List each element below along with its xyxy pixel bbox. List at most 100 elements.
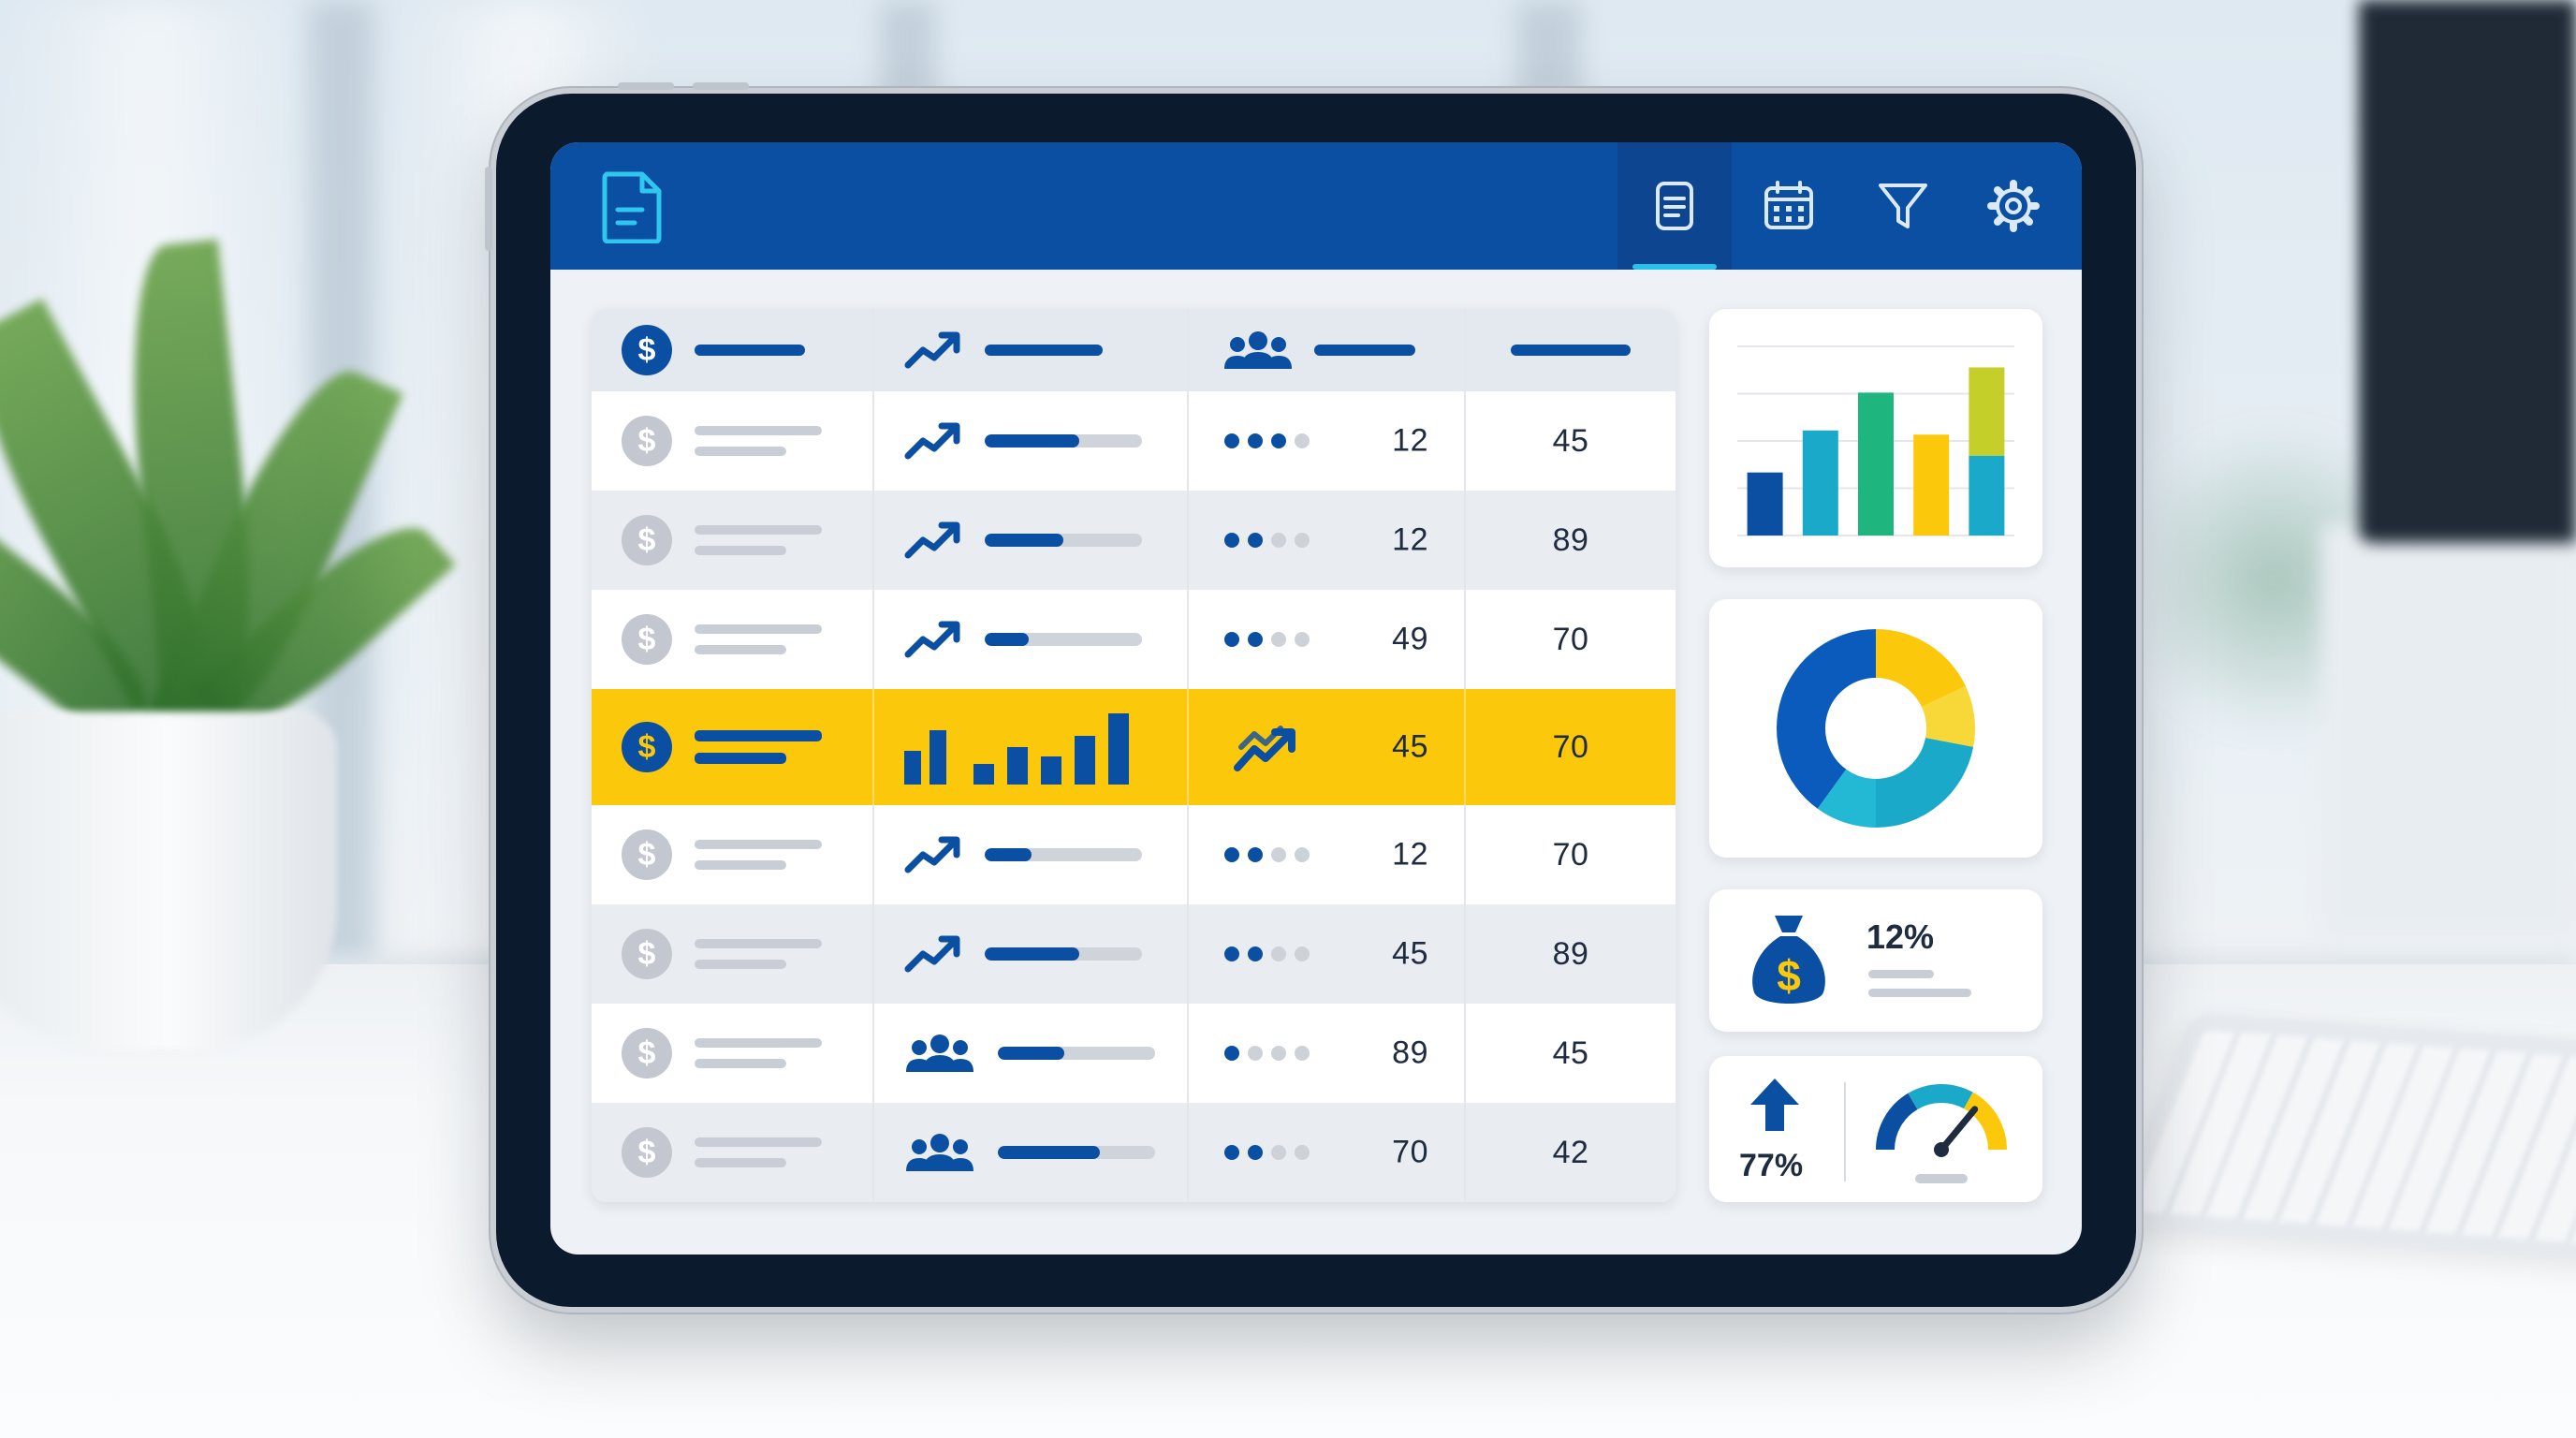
bar-chart-icon [973,713,1129,785]
users-cell: 12 [1189,391,1466,491]
growth-gauge-card[interactable]: 77% [1709,1056,2042,1202]
amount-cell: $ [592,590,874,689]
trend-cell [874,805,1189,904]
amount-cell: $ [592,805,874,904]
rating-dots [1224,433,1310,448]
bar [1747,472,1783,536]
trend-cell [874,1004,1189,1103]
tablet: $ $ 12 45 $ 12 89 $ 49 70 $ [485,82,2136,1307]
gauge-arc [1876,1093,1918,1150]
donut-chart-card[interactable] [1709,599,2042,858]
growth-percent: 77% [1739,1148,1804,1183]
value-b: 42 [1552,1134,1589,1170]
header-label-line [985,345,1103,356]
progress-bar [985,434,1142,448]
trend-up-icon [904,621,960,658]
table-row[interactable]: $ 89 45 [592,1004,1676,1103]
gear-icon [1987,180,2040,232]
text-placeholder [695,939,822,969]
value-b: 45 [1552,1034,1589,1071]
savings-caption-line [1868,970,1934,978]
filter-button[interactable] [1846,142,1960,270]
progress-bar [985,534,1142,547]
value-cell: 42 [1466,1103,1676,1202]
donut-chart [1777,629,1975,828]
table-row-selected[interactable]: $ 45 70 [592,689,1676,805]
card-divider [1844,1082,1846,1181]
table-row[interactable]: $ 45 89 [592,904,1676,1004]
app-header [550,142,2082,270]
column-header-value[interactable] [1466,309,1676,391]
settings-button[interactable] [1956,142,2071,270]
rating-dots [1224,632,1310,647]
dollar-icon: $ [622,614,672,665]
value-cell: 89 [1466,491,1676,590]
amount-cell: $ [592,491,874,590]
users-cell: 12 [1189,805,1466,904]
text-placeholder [695,730,822,764]
text-placeholder [695,426,822,456]
table-row[interactable]: $ 49 70 [592,590,1676,689]
column-header-users[interactable] [1189,309,1466,391]
calendar-button[interactable] [1732,142,1846,270]
text-placeholder [695,1038,822,1068]
users-cell: 70 [1189,1103,1466,1202]
savings-percent: 12% [1866,917,1935,956]
trend-up-icon [904,521,960,559]
value-a: 89 [1392,1034,1428,1071]
value-cell: 45 [1466,1004,1676,1103]
trend-cell [874,904,1189,1004]
table-row[interactable]: $ 12 45 [592,391,1676,491]
users-cell: 89 [1189,1004,1466,1103]
value-b: 70 [1552,836,1589,873]
column-header-amount[interactable]: $ [592,309,874,391]
trend-up-icon [904,836,960,873]
savings-card[interactable]: $ 12% [1709,889,2042,1032]
trend-cell [874,590,1189,689]
progress-bar [985,848,1142,861]
table-row[interactable]: $ 12 89 [592,491,1676,590]
text-placeholder [695,1137,822,1167]
savings-caption-line [1868,989,1971,997]
text-placeholder [695,525,822,555]
progress-bar [998,1146,1155,1159]
document-list-icon [1656,182,1693,230]
value-a: 12 [1392,422,1428,459]
value-cell: 70 [1466,689,1676,805]
tablet-screen: $ $ 12 45 $ 12 89 $ 49 70 $ [550,142,2082,1255]
progress-bar [985,947,1142,961]
value-a: 70 [1392,1134,1428,1170]
rating-dots [1224,533,1310,548]
donut-slice [1777,629,1876,809]
donut-slice [1876,629,1966,708]
column-header-trend[interactable] [874,309,1189,391]
users-icon [906,1034,973,1072]
bar [1802,430,1838,536]
table-row[interactable]: $ 70 42 [592,1103,1676,1202]
users-cell: 49 [1189,590,1466,689]
list-view-button[interactable] [1617,142,1732,270]
data-table: $ $ 12 45 $ 12 89 $ 49 70 $ [592,309,1676,1202]
trend-cell [874,1103,1189,1202]
keyboard [2107,1011,2576,1264]
trend-cell [874,689,1189,805]
bar-chart-card[interactable] [1709,309,2042,567]
document-icon[interactable] [599,170,665,243]
bar [1858,392,1894,536]
gauge-icon [1876,1084,2007,1183]
value-b: 89 [1552,521,1589,558]
text-placeholder [695,840,822,870]
rating-dots [1224,1145,1310,1160]
bar-chart [1737,345,2014,536]
gauge-needle [1938,1106,1979,1153]
gauge-arc [1964,1092,2007,1150]
dollar-icon: $ [622,1127,672,1178]
table-row[interactable]: $ 12 70 [592,805,1676,904]
donut-slice [1876,738,1974,828]
tablet-button [618,82,674,90]
arrow-up-icon [1750,1078,1799,1131]
svg-text:$: $ [1777,951,1801,1000]
dollar-icon: $ [622,515,672,565]
bar-chart-icon [904,730,946,785]
value-b: 89 [1552,935,1589,972]
